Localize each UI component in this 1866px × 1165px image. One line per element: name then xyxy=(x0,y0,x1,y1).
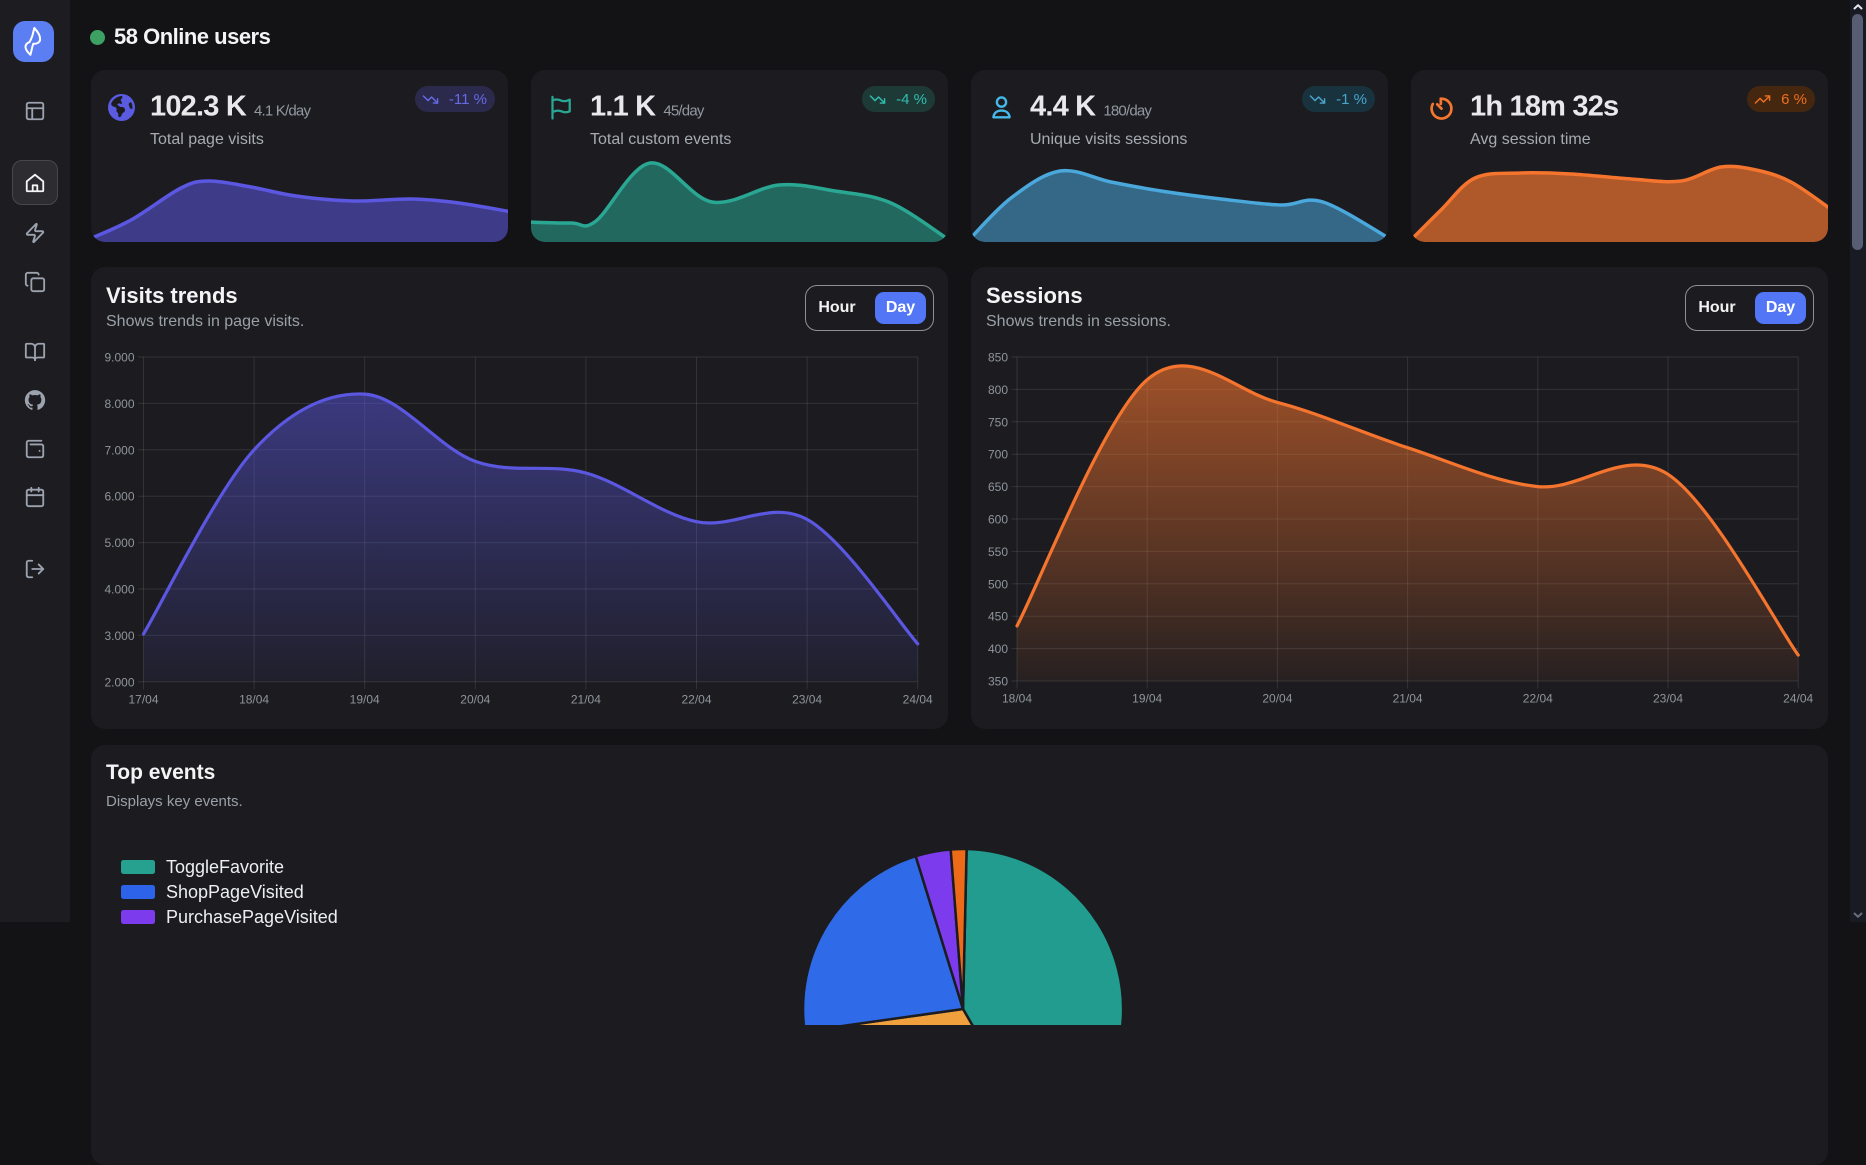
svg-text:18/04: 18/04 xyxy=(239,692,269,706)
svg-text:20/04: 20/04 xyxy=(460,692,490,706)
svg-text:3.000: 3.000 xyxy=(104,629,134,643)
svg-text:650: 650 xyxy=(988,480,1008,494)
svg-text:7.000: 7.000 xyxy=(104,443,134,457)
svg-text:350: 350 xyxy=(988,675,1008,689)
svg-text:18/04: 18/04 xyxy=(1002,692,1032,706)
svg-text:850: 850 xyxy=(988,351,1008,365)
svg-text:550: 550 xyxy=(988,545,1008,559)
svg-text:22/04: 22/04 xyxy=(681,692,711,706)
svg-text:21/04: 21/04 xyxy=(1393,692,1423,706)
svg-text:20/04: 20/04 xyxy=(1262,692,1292,706)
svg-text:500: 500 xyxy=(988,577,1008,591)
svg-text:19/04: 19/04 xyxy=(1132,692,1162,706)
svg-text:4.000: 4.000 xyxy=(104,583,134,597)
svg-text:24/04: 24/04 xyxy=(903,692,933,706)
svg-text:750: 750 xyxy=(988,415,1008,429)
svg-text:700: 700 xyxy=(988,448,1008,462)
svg-text:23/04: 23/04 xyxy=(792,692,822,706)
svg-text:22/04: 22/04 xyxy=(1523,692,1553,706)
svg-text:5.000: 5.000 xyxy=(104,536,134,550)
svg-text:8.000: 8.000 xyxy=(104,397,134,411)
svg-text:450: 450 xyxy=(988,610,1008,624)
svg-text:21/04: 21/04 xyxy=(571,692,601,706)
svg-text:23/04: 23/04 xyxy=(1653,692,1683,706)
svg-text:9.000: 9.000 xyxy=(104,351,134,365)
svg-text:600: 600 xyxy=(988,513,1008,527)
svg-text:400: 400 xyxy=(988,642,1008,656)
svg-text:800: 800 xyxy=(988,383,1008,397)
svg-text:6.000: 6.000 xyxy=(104,490,134,504)
svg-text:2.000: 2.000 xyxy=(104,675,134,689)
svg-text:24/04: 24/04 xyxy=(1783,692,1813,706)
svg-text:17/04: 17/04 xyxy=(128,692,158,706)
svg-text:19/04: 19/04 xyxy=(350,692,380,706)
